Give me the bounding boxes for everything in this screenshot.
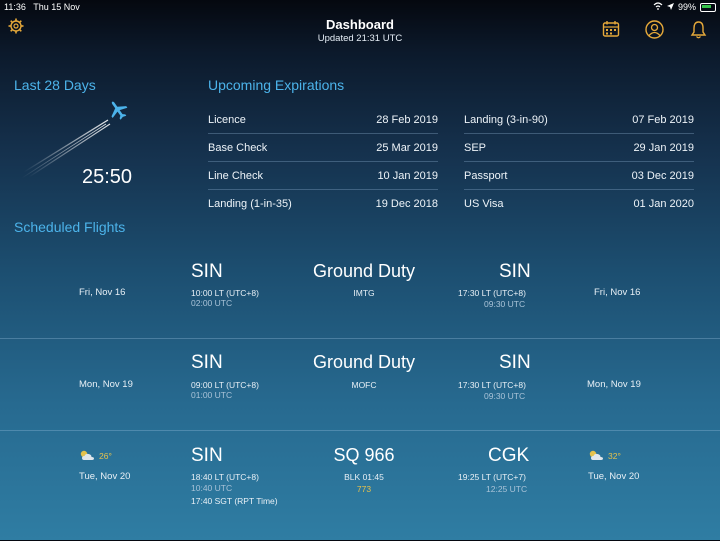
bell-icon[interactable] — [690, 20, 707, 44]
expiration-row[interactable]: US Visa 01 Jan 2020 — [464, 190, 694, 217]
partly-cloudy-icon — [588, 449, 604, 463]
expiration-row[interactable]: Base Check 25 Mar 2019 — [208, 134, 438, 162]
status-date: Thu 15 Nov — [33, 2, 80, 12]
expiration-row[interactable]: SEP 29 Jan 2019 — [464, 134, 694, 162]
departure-utc-time: 02:00 UTC — [191, 298, 233, 308]
expirations-right-column: Landing (3-in-90) 07 Feb 2019 SEP 29 Jan 2… — [464, 106, 694, 217]
departure-local-time: 10:00 LT (UTC+8) — [191, 288, 259, 298]
profile-icon[interactable] — [645, 20, 664, 44]
arrival-local-time: 17:30 LT (UTC+8) — [458, 288, 526, 298]
status-bar: 11:36 Thu 15 Nov 99% — [0, 0, 720, 14]
arrival-temperature: 32° — [608, 451, 621, 461]
expiration-date: 03 Dec 2019 — [631, 169, 694, 182]
battery-icon — [700, 2, 716, 12]
duty-code: MOFC — [351, 380, 377, 390]
gear-icon[interactable] — [8, 18, 24, 39]
departure-weather: 26° — [79, 449, 112, 463]
location-icon — [666, 2, 674, 12]
departure-airport: SIN — [191, 261, 223, 282]
departure-utc-time: 10:40 UTC — [191, 483, 233, 493]
expiration-date: 01 Jan 2020 — [633, 197, 694, 210]
arrival-date: Fri, Nov 16 — [594, 287, 641, 298]
expiration-label: Landing (1-in-35) — [208, 197, 292, 210]
expiration-date: 10 Jan 2019 — [377, 169, 438, 182]
contrail-graphic — [21, 119, 111, 179]
departure-date: Tue, Nov 20 — [79, 471, 131, 482]
partly-cloudy-icon — [79, 449, 95, 463]
expiration-row[interactable]: Landing (1-in-35) 19 Dec 2018 — [208, 190, 438, 217]
departure-local-time: 18:40 LT (UTC+8) — [191, 472, 259, 482]
expiration-label: SEP — [464, 141, 487, 154]
block-time: BLK 01:45 — [344, 472, 384, 482]
arrival-local-time: 17:30 LT (UTC+8) — [458, 380, 526, 390]
status-right: 99% — [653, 2, 716, 12]
updated-time: Updated 21:31 UTC — [317, 33, 403, 44]
expiration-label: US Visa — [464, 197, 504, 210]
expiration-row[interactable]: Landing (3-in-90) 07 Feb 2019 — [464, 106, 694, 134]
status-time: 11:36 — [4, 2, 26, 12]
status-left: 11:36 Thu 15 Nov — [4, 2, 80, 12]
departure-airport: SIN — [191, 352, 223, 373]
expiration-label: Passport — [464, 169, 508, 182]
expiration-label: Landing (3-in-90) — [464, 113, 548, 126]
duty-code: IMTG — [353, 288, 375, 298]
last-days-title: Last 28 Days — [14, 77, 96, 93]
top-bar: Dashboard Updated 21:31 UTC — [0, 14, 720, 46]
arrival-utc-time: 12:25 UTC — [486, 484, 528, 494]
duty-title: Ground Duty — [312, 352, 416, 372]
duty-title: Ground Duty — [312, 261, 416, 281]
battery-percent: 99% — [677, 2, 696, 12]
arrival-local-time: 19:25 LT (UTC+7) — [458, 472, 526, 482]
flight-row[interactable]: Fri, Nov 16 SIN 10:00 LT (UTC+8) 02:00 U… — [0, 246, 720, 338]
arrival-weather: 32° — [588, 449, 621, 463]
page-title: Dashboard — [326, 17, 394, 32]
arrival-date: Mon, Nov 19 — [587, 379, 641, 390]
expiration-date: 25 Mar 2019 — [376, 141, 438, 154]
departure-temperature: 26° — [99, 451, 112, 461]
expiration-label: Base Check — [208, 141, 268, 154]
expiration-row[interactable]: Passport 03 Dec 2019 — [464, 162, 694, 190]
expiration-label: Licence — [208, 113, 246, 126]
departure-local-time: 09:00 LT (UTC+8) — [191, 380, 259, 390]
flight-row[interactable]: Mon, Nov 19 SIN 09:00 LT (UTC+8) 01:00 U… — [0, 338, 720, 431]
aircraft-type: 773 — [356, 484, 372, 494]
report-time: 17:40 SGT (RPT Time) — [191, 496, 278, 506]
expirations-title: Upcoming Expirations — [208, 77, 345, 93]
arrival-airport: SIN — [499, 352, 531, 373]
flight-row[interactable]: 26° Tue, Nov 20 SIN 18:40 LT (UTC+8) 10:… — [0, 430, 720, 541]
airplane-icon — [106, 98, 130, 122]
departure-utc-time: 01:00 UTC — [191, 390, 233, 400]
arrival-utc-time: 09:30 UTC — [484, 391, 526, 401]
total-flight-time: 25:50 — [82, 166, 133, 188]
expiration-date: 19 Dec 2018 — [375, 197, 438, 210]
departure-date: Mon, Nov 19 — [79, 379, 133, 390]
departure-airport: SIN — [191, 445, 223, 466]
arrival-utc-time: 09:30 UTC — [484, 299, 526, 309]
wifi-icon — [653, 2, 663, 12]
expiration-label: Line Check — [208, 169, 264, 182]
scheduled-title: Scheduled Flights — [14, 219, 126, 235]
calendar-icon[interactable] — [602, 20, 620, 43]
arrival-date: Tue, Nov 20 — [588, 471, 640, 482]
expiration-date: 28 Feb 2019 — [376, 113, 438, 126]
arrival-airport: SIN — [499, 261, 531, 282]
arrival-airport: CGK — [488, 445, 530, 466]
departure-date: Fri, Nov 16 — [79, 287, 126, 298]
expirations-left-column: Licence 28 Feb 2019 Base Check 25 Mar 2019… — [208, 106, 438, 217]
expiration-row[interactable]: Line Check 10 Jan 2019 — [208, 162, 438, 190]
expiration-date: 29 Jan 2019 — [633, 141, 694, 154]
expiration-date: 07 Feb 2019 — [632, 113, 694, 126]
expiration-row[interactable]: Licence 28 Feb 2019 — [208, 106, 438, 134]
flight-number: SQ 966 — [333, 445, 395, 465]
